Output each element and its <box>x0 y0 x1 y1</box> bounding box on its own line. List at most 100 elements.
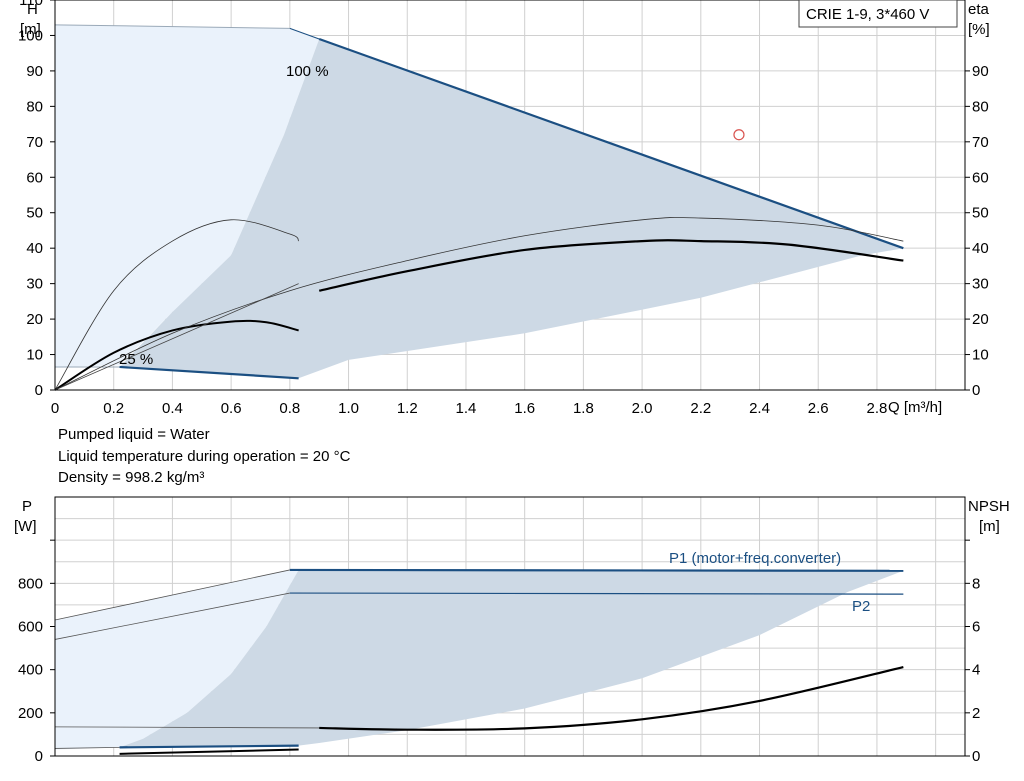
y-tick-label: 40 <box>26 240 43 257</box>
y-tick-label: 70 <box>26 134 43 151</box>
npsh-outline <box>54 726 320 729</box>
y2-tick-label: 40 <box>972 240 989 257</box>
curve-100-pct-lead <box>289 27 320 40</box>
y-axis-unit-w: [W] <box>14 518 37 535</box>
top-x-ticks: 0 0.2 0.4 0.6 0.8 1.0 1.2 1.4 1.6 1.8 2.0 2.2 2.4 2.6… <box>51 400 888 417</box>
speed-25-label: 25 % <box>119 351 153 368</box>
x-tick-label: 2.6 <box>808 400 829 417</box>
top-y-ticks: 0 10 20 30 40 50 60 70 80 90 100 110 <box>18 0 55 399</box>
bottom-y-tick-label: 0 <box>35 748 43 765</box>
bottom-y-tick-label: 200 <box>18 705 43 722</box>
liquid-info-line-1: Pumped liquid = Water <box>58 426 210 443</box>
y-axis-label-p: P <box>22 498 32 515</box>
x-axis-label-q: Q [m³/h] <box>888 399 942 416</box>
x-tick-label: 0.2 <box>103 400 124 417</box>
x-tick-label: 2.2 <box>690 400 711 417</box>
x-tick-label: 1.2 <box>397 400 418 417</box>
bottom-y2-tick-label: 8 <box>972 575 980 592</box>
liquid-info-line-2: Liquid temperature during operation = 20… <box>58 448 351 465</box>
x-tick-label: 0.8 <box>279 400 300 417</box>
area-dark <box>119 39 904 379</box>
bottom-curves <box>54 568 904 755</box>
legend-box: CRIE 1-9, 3*460 V <box>798 0 958 28</box>
curve-25-pct <box>119 365 299 380</box>
y-tick-label: 110 <box>19 0 43 9</box>
bottom-area-dark <box>119 570 904 748</box>
speed-100-label: 100 % <box>286 63 329 80</box>
top-curves <box>54 27 904 391</box>
y-tick-label: 30 <box>26 276 43 293</box>
x-tick-label: 2.8 <box>867 400 888 417</box>
bottom-area-light <box>55 570 299 750</box>
x-tick-label: 1.8 <box>573 400 594 417</box>
y-tick-label: 90 <box>26 63 43 80</box>
thin-line-origin <box>54 283 299 391</box>
p2-outline <box>54 592 290 640</box>
x-tick-label: 0.6 <box>221 400 242 417</box>
y2-tick-label: 0 <box>972 382 980 399</box>
x-tick-label: 2.4 <box>749 400 770 417</box>
p1-low-outline <box>54 746 120 749</box>
bottom-y2-tick-label: 6 <box>972 619 980 636</box>
x-tick-label: 1.6 <box>514 400 535 417</box>
thin-curve-low <box>54 219 299 391</box>
bottom-y-tick-label: 400 <box>18 662 43 679</box>
bottom-operating-areas <box>55 570 904 750</box>
y-tick-label: 100 <box>18 27 43 44</box>
y2-axis-unit-pct: [%] <box>968 21 990 38</box>
y2-axis-unit-m: [m] <box>979 518 1000 535</box>
p2-curve <box>289 592 904 595</box>
y2-tick-label: 90 <box>972 63 989 80</box>
legend-frame <box>798 0 958 28</box>
y-tick-label: 80 <box>26 98 43 115</box>
y2-tick-label: 70 <box>972 134 989 151</box>
y-axis-label-h: H <box>27 1 38 18</box>
y-tick-label: 10 <box>26 347 43 364</box>
p1-curve <box>289 568 904 572</box>
bottom-y2-ticks: 0 2 4 6 8 <box>965 539 980 765</box>
power-npsh-chart: 0 200 400 600 800 0 2 4 6 8 P [W] NPSH [m] P1 (m… <box>14 496 1010 765</box>
p2-low-curve <box>119 748 299 755</box>
y2-axis-label-npsh: NPSH <box>968 498 1010 515</box>
x-tick-label: 0.4 <box>162 400 183 417</box>
bottom-y2-tick-label: 0 <box>972 748 980 765</box>
y-tick-label: 20 <box>26 311 43 328</box>
liquid-info: Pumped liquid = Water Liquid temperature… <box>58 426 351 486</box>
y-axis-unit-m: [m] <box>20 21 41 38</box>
top-y2-ticks: 0 10 20 30 40 50 60 70 80 90 <box>965 63 989 399</box>
x-tick-label: 1.0 <box>338 400 359 417</box>
x-tick-label: 2.0 <box>632 400 653 417</box>
efficiency-curve-main <box>318 239 904 292</box>
y-tick-label: 50 <box>26 205 43 222</box>
legend-text: CRIE 1-9, 3*460 V <box>806 6 929 23</box>
y-tick-label: 0 <box>35 382 43 399</box>
duty-point-marker <box>733 129 745 141</box>
y-tick-label: 60 <box>26 169 43 186</box>
y2-tick-label: 10 <box>972 347 989 364</box>
thin-curve-main <box>54 217 904 391</box>
head-efficiency-chart: 0 0.2 0.4 0.6 0.8 1.0 1.2 1.4 1.6 1.8 2.0 2.2 2.4 2.6… <box>18 0 990 417</box>
bottom-y-ticks: 0 200 400 600 800 <box>18 539 55 765</box>
x-tick-label: 1.4 <box>456 400 477 417</box>
y2-axis-label-eta: eta <box>968 1 990 18</box>
curve-100-pct <box>318 37 904 250</box>
bottom-y-tick-label: 800 <box>18 575 43 592</box>
p1-low-curve <box>119 744 299 749</box>
y2-tick-label: 60 <box>972 169 989 186</box>
p1-outline <box>54 569 290 621</box>
y2-tick-label: 50 <box>972 205 989 222</box>
x-tick-label: 0 <box>51 400 59 417</box>
p1-series-label: P1 (motor+freq.converter) <box>669 550 841 567</box>
y2-tick-label: 80 <box>972 98 989 115</box>
max-speed-outline <box>54 24 290 29</box>
bottom-y2-tick-label: 4 <box>972 662 980 679</box>
efficiency-curve-low <box>54 319 299 391</box>
p2-series-label: P2 <box>852 598 870 615</box>
liquid-info-line-3: Density = 998.2 kg/m³ <box>58 469 204 486</box>
bottom-y-tick-label: 600 <box>18 619 43 636</box>
y2-tick-label: 20 <box>972 311 989 328</box>
top-plot-frame <box>54 0 966 391</box>
bottom-y2-tick-label: 2 <box>972 705 980 722</box>
npsh-curve <box>319 666 904 731</box>
